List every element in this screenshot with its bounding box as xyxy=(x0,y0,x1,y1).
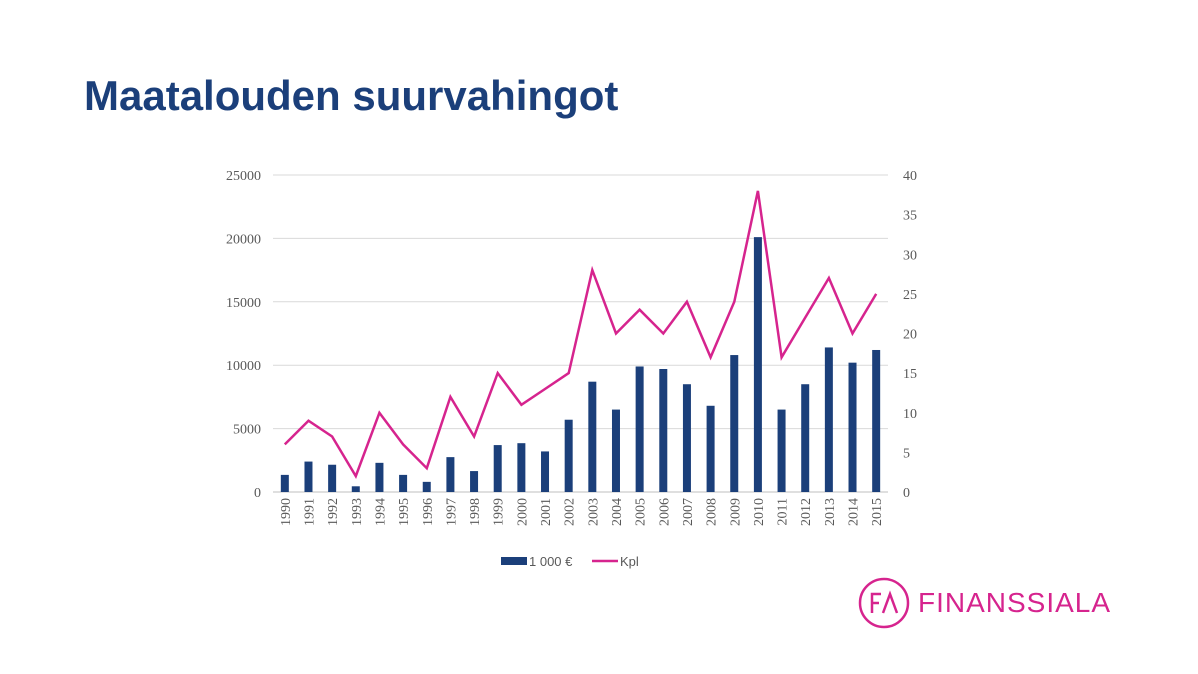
legend: 1 000 € Kpl xyxy=(501,554,639,569)
bar xyxy=(872,349,881,492)
y-right-tick-label: 0 xyxy=(903,486,910,501)
x-tick-label: 2006 xyxy=(657,498,672,526)
bar xyxy=(824,347,833,492)
y-left-tick-label: 10000 xyxy=(226,359,261,374)
x-tick-label: 1996 xyxy=(421,498,436,526)
y-right-tick-label: 10 xyxy=(903,407,917,422)
bar xyxy=(493,445,502,492)
bar xyxy=(611,409,620,492)
x-tick-label: 2008 xyxy=(705,498,720,526)
bar xyxy=(517,443,526,492)
bar xyxy=(375,462,384,492)
x-tick-label: 2003 xyxy=(586,498,601,526)
y-right-tick-label: 35 xyxy=(903,209,917,224)
fa-logo-mark xyxy=(858,577,910,629)
x-tick-label: 1995 xyxy=(397,498,412,526)
x-tick-label: 1992 xyxy=(326,498,341,526)
x-tick-label: 2009 xyxy=(728,498,743,526)
bar xyxy=(399,474,408,492)
x-tick-label: 2005 xyxy=(634,498,649,526)
x-tick-label: 2014 xyxy=(847,498,862,526)
x-tick-label: 2012 xyxy=(799,498,814,526)
x-tick-label: 2013 xyxy=(823,498,838,526)
x-tick-label: 2007 xyxy=(681,498,696,526)
y-left-tick-label: 0 xyxy=(254,486,261,501)
y-axis-left: 0 5000 10000 15000 20000 25000 xyxy=(226,169,261,501)
x-tick-label: 2010 xyxy=(752,498,767,526)
x-axis: 1990 1991 1992 1993 1994 1995 1996 1997 1998 1999… xyxy=(279,498,885,526)
logo-text: FINANSSIALA xyxy=(918,587,1112,618)
y-right-tick-label: 15 xyxy=(903,367,917,382)
bar xyxy=(777,409,786,492)
x-tick-label: 2001 xyxy=(539,498,554,526)
x-tick-label: 2015 xyxy=(870,498,885,526)
bar xyxy=(682,384,691,492)
x-tick-label: 2011 xyxy=(776,498,791,525)
bar xyxy=(351,486,360,492)
bar xyxy=(848,362,857,492)
kpl-line xyxy=(283,190,878,479)
x-tick-label: 1991 xyxy=(302,498,317,526)
page-title: Maatalouden suurvahingot xyxy=(84,72,619,119)
x-tick-label: 2000 xyxy=(515,498,530,526)
bar xyxy=(304,461,313,492)
bar xyxy=(446,457,455,492)
y-left-tick-label: 15000 xyxy=(226,296,261,311)
x-tick-label: 1993 xyxy=(350,498,365,526)
bar xyxy=(280,474,289,492)
y-right-tick-label: 5 xyxy=(903,446,910,461)
x-tick-label: 1999 xyxy=(492,498,507,526)
bar xyxy=(801,384,810,492)
bar-series xyxy=(280,237,881,492)
bar xyxy=(328,464,337,492)
x-tick-label: 1990 xyxy=(279,498,294,526)
legend-label-bar: 1 000 € xyxy=(529,554,573,569)
x-tick-label: 2004 xyxy=(610,498,625,526)
bar xyxy=(659,369,668,492)
y-axis-right: 0 5 10 15 20 25 30 35 40 xyxy=(903,169,917,501)
line-series xyxy=(283,190,878,479)
x-tick-label: 1994 xyxy=(373,498,388,526)
bar xyxy=(588,381,597,492)
x-tick-label: 1998 xyxy=(468,498,483,526)
bar xyxy=(635,366,644,492)
x-tick-label: 1997 xyxy=(444,498,459,526)
legend-label-line: Kpl xyxy=(620,554,639,569)
y-right-tick-label: 40 xyxy=(903,169,917,184)
y-left-tick-label: 20000 xyxy=(226,232,261,247)
legend-swatch-bar xyxy=(501,557,527,565)
y-right-tick-label: 25 xyxy=(903,288,917,303)
finanssiala-logo: FINANSSIALA xyxy=(858,577,1111,629)
bar xyxy=(753,237,762,492)
bar xyxy=(564,419,573,492)
bar xyxy=(706,405,715,492)
bar xyxy=(730,355,739,492)
x-tick-label: 2002 xyxy=(563,498,578,526)
y-right-tick-label: 20 xyxy=(903,328,917,343)
y-right-tick-label: 30 xyxy=(903,248,917,263)
y-left-tick-label: 5000 xyxy=(233,423,261,438)
bar xyxy=(541,451,550,492)
bar xyxy=(422,481,431,492)
y-left-tick-label: 25000 xyxy=(226,169,261,184)
bar xyxy=(470,471,479,492)
